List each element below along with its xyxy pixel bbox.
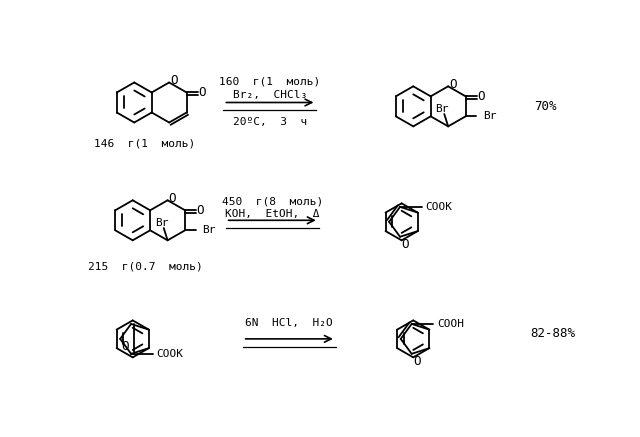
Text: O: O — [198, 86, 205, 99]
Text: O: O — [170, 74, 177, 87]
Text: 82-88%: 82-88% — [531, 327, 575, 340]
Text: 20ºC,  3  ч: 20ºC, 3 ч — [233, 117, 307, 127]
Text: 160  г(1  моль): 160 г(1 моль) — [220, 77, 321, 87]
Text: O: O — [413, 355, 420, 368]
Text: Br: Br — [202, 225, 216, 235]
Text: COOK: COOK — [426, 202, 452, 212]
Text: Br: Br — [483, 111, 496, 121]
Text: 450  г(8  моль): 450 г(8 моль) — [221, 196, 323, 206]
Text: O: O — [449, 78, 456, 91]
Text: 146  г(1  моль): 146 г(1 моль) — [93, 138, 195, 148]
Text: Br₂,  CHCl₃: Br₂, CHCl₃ — [233, 90, 307, 100]
Text: 70%: 70% — [534, 100, 556, 113]
Text: 6N  HCl,  H₂O: 6N HCl, H₂O — [245, 319, 333, 329]
Text: O: O — [168, 192, 176, 205]
Text: Br: Br — [155, 218, 168, 229]
Text: O: O — [401, 238, 409, 251]
Text: 215  г(0.7  моль): 215 г(0.7 моль) — [88, 261, 204, 271]
Text: Br: Br — [435, 104, 449, 114]
Text: КОН,  EtOH,  Δ: КОН, EtOH, Δ — [225, 209, 319, 219]
Text: O: O — [122, 340, 129, 354]
Text: O: O — [196, 204, 204, 217]
Text: O: O — [477, 90, 484, 103]
Text: COOH: COOH — [437, 319, 464, 329]
Text: COOK: COOK — [156, 349, 184, 359]
